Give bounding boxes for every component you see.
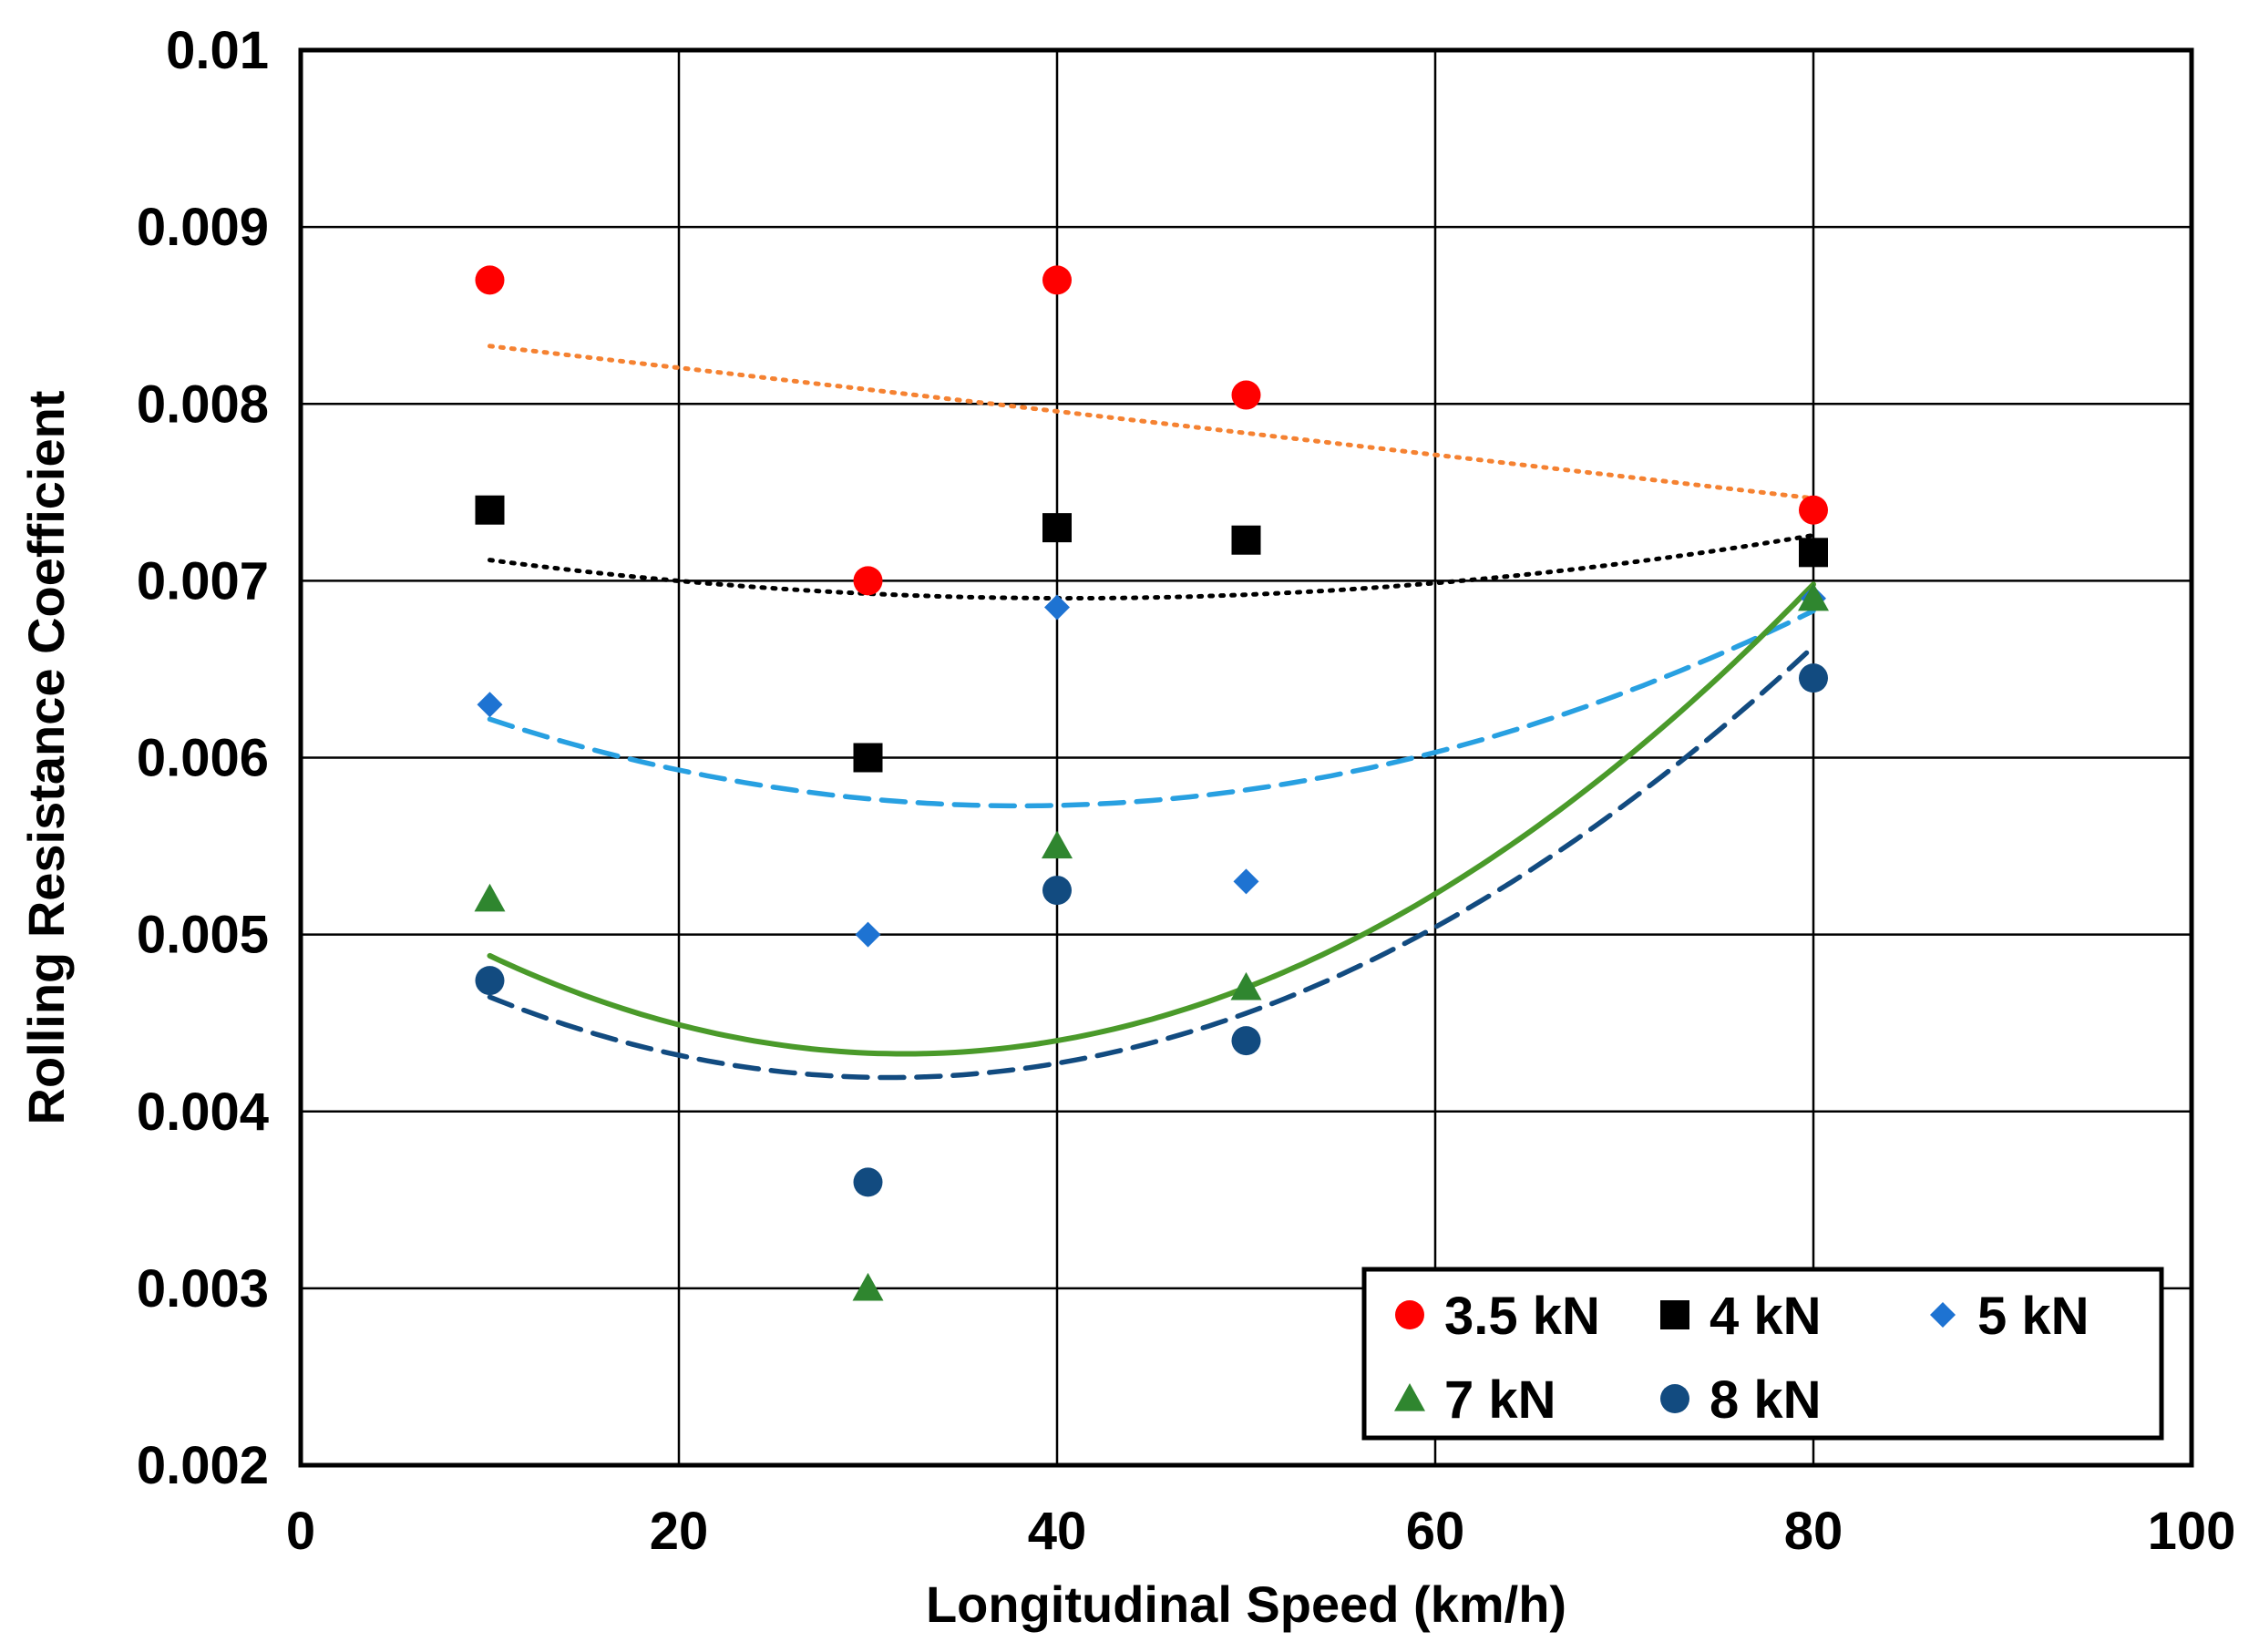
x-tick-label: 40 [1028, 1502, 1087, 1561]
data-point-series-0 [475, 265, 505, 295]
x-tick-labels: 0 20 40 60 80 100 [286, 1502, 2236, 1561]
data-point-series-1 [1799, 538, 1828, 568]
data-point-series-4 [1231, 1026, 1261, 1056]
y-tick-label: 0.004 [137, 1083, 269, 1142]
legend-marker-3 [1394, 1383, 1425, 1411]
x-tick-label: 80 [1784, 1502, 1843, 1561]
data-point-series-4 [1042, 876, 1072, 906]
data-point-series-2 [855, 921, 881, 948]
data-point-series-3 [852, 1272, 884, 1301]
trendline-series-2 [487, 608, 1816, 809]
legend: 3.5 kN 4 kN 5 kN 7 kN 8 kN [1361, 1267, 2164, 1441]
data-point-series-4 [1799, 663, 1828, 693]
data-point-series-0 [853, 566, 883, 596]
x-tick-label: 60 [1406, 1502, 1465, 1561]
data-point-series-2 [477, 692, 503, 718]
legend-marker-4 [1660, 1384, 1689, 1413]
y-tick-label: 0.007 [137, 551, 269, 611]
data-points [474, 265, 1829, 1301]
y-tick-label: 0.005 [137, 906, 269, 965]
legend-label-1: 4 kN [1710, 1287, 1822, 1346]
data-point-series-4 [853, 1167, 883, 1197]
trendline-series-4 [487, 643, 1816, 1081]
data-point-series-4 [475, 966, 505, 996]
data-point-series-1 [1042, 513, 1072, 543]
data-point-series-2 [1044, 594, 1070, 621]
legend-label-4: 8 kN [1710, 1370, 1822, 1430]
legend-marker-0 [1395, 1300, 1424, 1329]
x-tick-label: 20 [650, 1502, 709, 1561]
y-axis-label: Rolling Resistance Coefficient [17, 391, 75, 1125]
legend-marker-2 [1930, 1302, 1956, 1328]
trendline-series-0 [488, 344, 1816, 501]
y-tick-label: 0.002 [137, 1436, 269, 1495]
y-tick-label: 0.006 [137, 729, 269, 788]
trendlines [487, 344, 1816, 1081]
y-tick-labels: 0.002 0.003 0.004 0.005 0.006 0.007 0.008 0.009… [137, 21, 269, 1495]
x-axis-label: Longitudinal Speed (km/h) [926, 1575, 1566, 1633]
data-point-series-0 [1799, 495, 1828, 525]
data-point-series-3 [1042, 830, 1073, 859]
legend-label-0: 3.5 kN [1444, 1287, 1600, 1346]
grid [299, 48, 2193, 1467]
y-tick-label: 0.01 [166, 21, 269, 80]
legend-label-3: 7 kN [1444, 1370, 1556, 1430]
y-tick-label: 0.003 [137, 1259, 269, 1319]
plot-area-frame [298, 47, 2194, 1468]
data-point-series-3 [1798, 582, 1829, 611]
trendline-series-1 [488, 532, 1816, 601]
x-tick-label: 0 [286, 1502, 315, 1561]
x-tick-label: 100 [2148, 1502, 2236, 1561]
data-point-series-3 [1230, 971, 1262, 1000]
legend-marker-1 [1660, 1300, 1689, 1329]
data-point-series-0 [1042, 265, 1072, 295]
data-point-series-3 [474, 883, 506, 912]
data-point-series-2 [1233, 868, 1259, 895]
y-tick-label: 0.008 [137, 375, 269, 434]
legend-box [1361, 1267, 2164, 1441]
data-point-series-1 [1231, 525, 1261, 555]
y-tick-label: 0.009 [137, 198, 269, 257]
data-point-series-0 [1231, 380, 1261, 410]
data-point-series-1 [853, 743, 883, 773]
trendline-series-3 [487, 581, 1816, 1057]
data-point-series-1 [475, 495, 505, 525]
legend-label-2: 5 kN [1977, 1287, 2090, 1346]
